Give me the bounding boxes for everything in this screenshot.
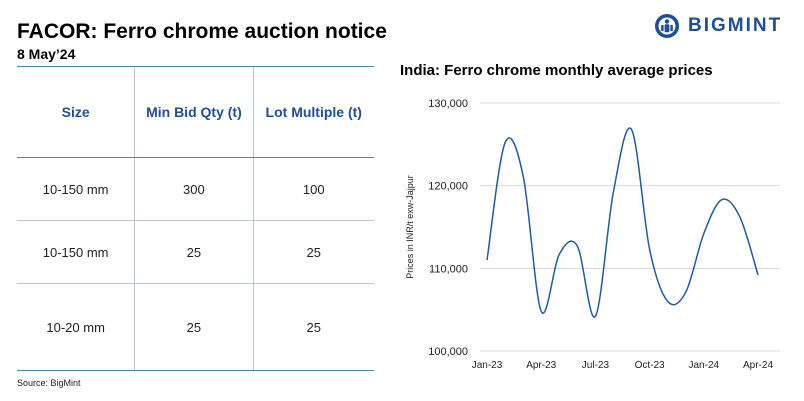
bigmint-logo: BIGMINT (654, 10, 782, 42)
price-series-line (486, 127, 759, 318)
table-cell: 300 (134, 157, 254, 221)
table-row: 10-150 mm 25 25 (17, 220, 374, 284)
table-header-row: Size Min Bid Qty (t) Lot Multiple (t) (17, 66, 374, 158)
x-tick-label: Jul-23 (582, 360, 610, 371)
x-tick-label: Jan-23 (472, 360, 503, 371)
source-note: Source: BigMint (17, 378, 81, 388)
x-tick-label: Apr-24 (743, 360, 773, 371)
column-header: Min Bid Qty (t) (134, 66, 254, 158)
table-cell: 10-150 mm (17, 220, 135, 284)
auction-table: Size Min Bid Qty (t) Lot Multiple (t) 10… (17, 66, 374, 371)
notice-date: 8 May’24 (17, 46, 76, 62)
y-axis-label: Prices in INR/t exw-Jajpur (405, 175, 415, 279)
y-tick-label: 120,000 (428, 181, 468, 193)
logo-text: BIGMINT (688, 15, 783, 36)
chart-title: India: Ferro chrome monthly average pric… (400, 62, 713, 79)
table-row: 10-150 mm 300 100 (17, 157, 374, 221)
table-cell: 10-150 mm (17, 157, 135, 221)
table-cell: 25 (134, 283, 254, 371)
y-tick-label: 110,000 (429, 263, 468, 275)
table-cell: 100 (252, 157, 374, 221)
table-cell: 10-20 mm (17, 283, 135, 371)
y-tick-label: 100,000 (428, 346, 468, 358)
table-cell: 25 (252, 283, 374, 371)
page-title: FACOR: Ferro chrome auction notice (17, 20, 387, 43)
price-line-chart: 100,000 110,000 120,000 130,000 Prices in IN… (405, 98, 780, 371)
column-header: Size (17, 66, 135, 158)
bigmint-logo-icon (655, 14, 679, 38)
table-cell: 25 (252, 220, 374, 284)
y-tick-label: 130,000 (428, 98, 468, 110)
x-tick-label: Oct-23 (635, 360, 665, 371)
x-tick-label: Jan-24 (689, 360, 720, 371)
x-tick-label: Apr-23 (526, 360, 556, 371)
table-row: 10-20 mm 25 25 (17, 283, 374, 371)
column-header: Lot Multiple (t) (252, 66, 374, 158)
table-cell: 25 (134, 220, 254, 284)
